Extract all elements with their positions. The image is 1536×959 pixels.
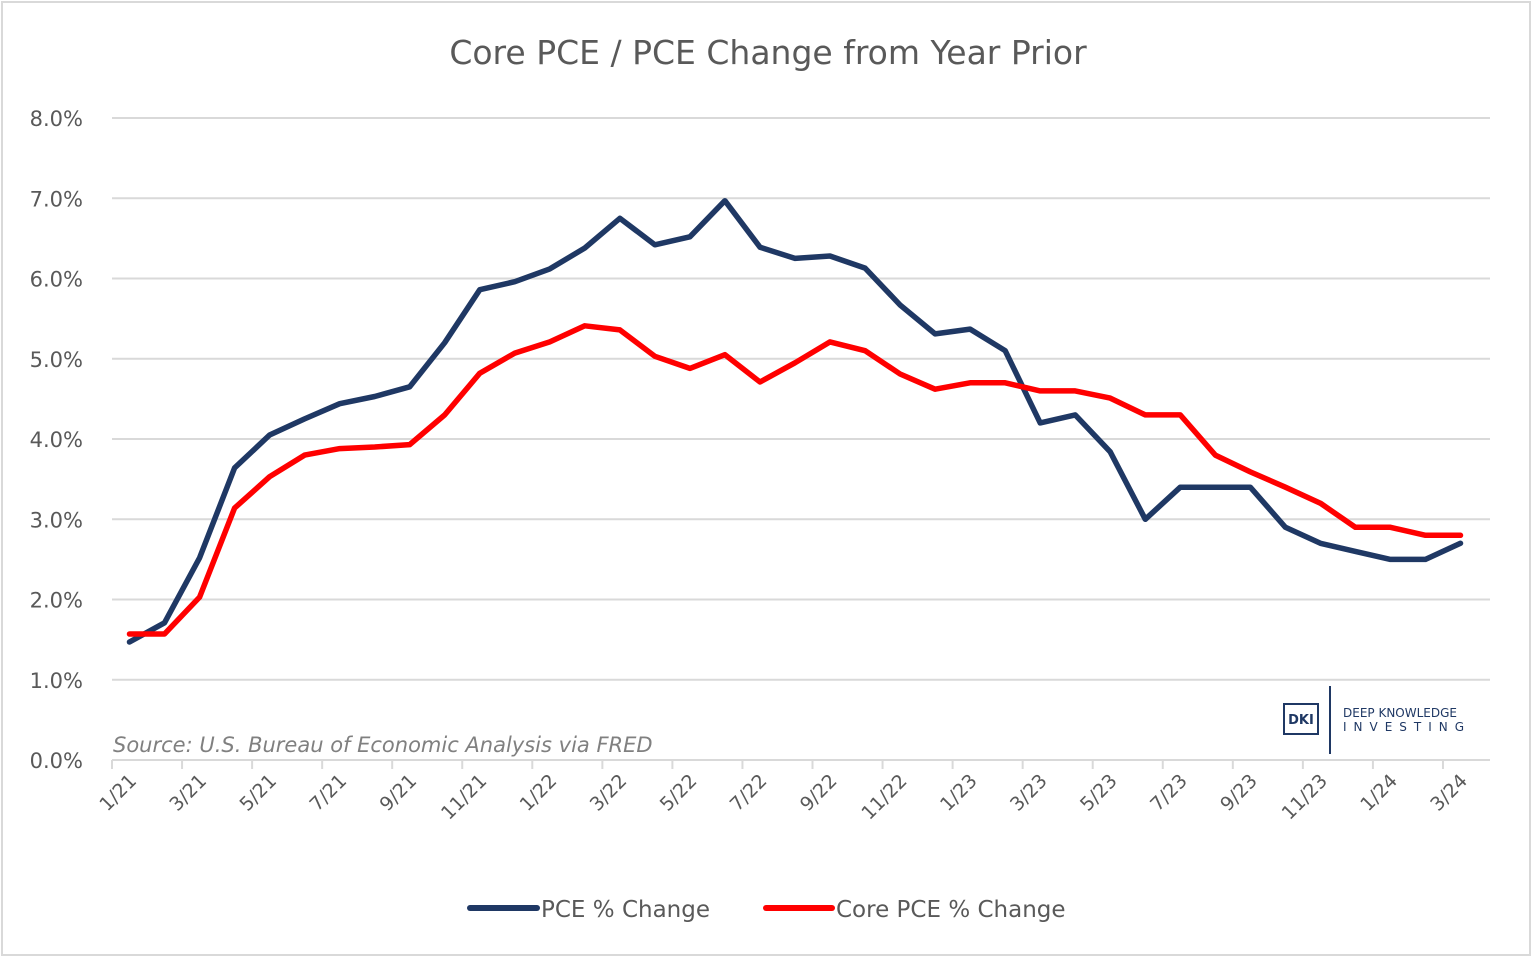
dki-logo-mark: DKI [1288, 713, 1314, 728]
y-tick-label: 0.0% [30, 749, 83, 773]
dki-logo-line1: DEEP KNOWLEDGE [1343, 706, 1457, 720]
x-tick-label: 9/22 [796, 770, 842, 816]
series-line-pce [126, 197, 1464, 645]
legend: PCE % Change Core PCE % Change [467, 897, 1066, 923]
x-tick-label: 1/24 [1356, 770, 1402, 816]
x-tick-label: 5/21 [235, 770, 281, 816]
legend-item-pce[interactable]: PCE % Change [467, 897, 710, 923]
series-lines [126, 197, 1464, 645]
x-tick-label: 7/22 [726, 770, 772, 816]
x-tick-label: 11/23 [1278, 770, 1332, 824]
x-tick-label: 9/23 [1216, 770, 1262, 816]
x-tick-label: 9/21 [376, 770, 422, 816]
x-tick-label: 3/24 [1426, 770, 1472, 816]
x-tick-label: 1/22 [516, 770, 562, 816]
y-tick-label: 8.0% [30, 107, 83, 131]
dki-logo-box [1283, 703, 1319, 735]
x-tick-label: 3/23 [1006, 770, 1052, 816]
chart-title: Core PCE / PCE Change from Year Prior [449, 33, 1087, 72]
x-axis: 1/21 3/21 5/21 7/21 9/21 11/21 1/22 3/22 5/22 7/2… [95, 759, 1478, 824]
legend-label-core-pce: Core PCE % Change [836, 897, 1066, 923]
x-tick-label: 11/21 [437, 770, 491, 824]
y-tick-label: 5.0% [30, 348, 83, 372]
legend-item-core-pce[interactable]: Core PCE % Change [763, 897, 1066, 923]
x-tick-label: 1/23 [936, 770, 982, 816]
y-tick-label: 2.0% [30, 589, 83, 613]
x-tick-label: 11/22 [857, 770, 911, 824]
y-tick-label: 1.0% [30, 669, 83, 693]
y-tick-label: 6.0% [30, 268, 83, 292]
source-annotation: Source: U.S. Bureau of Economic Analysis… [113, 733, 653, 757]
series-line-core-pce [126, 323, 1464, 637]
legend-label-pce: PCE % Change [541, 897, 710, 923]
x-tick-label: 3/21 [165, 770, 211, 816]
dki-logo: DKI DEEP KNOWLEDGE INVESTING [1283, 686, 1471, 754]
gridlines [112, 117, 1490, 761]
x-tick-label: 5/23 [1076, 770, 1122, 816]
y-tick-label: 3.0% [30, 508, 83, 532]
x-tick-label: 7/21 [305, 770, 351, 816]
x-tick-label: 3/22 [586, 770, 632, 816]
x-tick-label: 1/21 [95, 770, 141, 816]
y-tick-label: 7.0% [30, 187, 83, 211]
dki-logo-line2: INVESTING [1343, 720, 1471, 734]
x-tick-label: 7/23 [1146, 770, 1192, 816]
x-tick-label: 5/22 [656, 770, 702, 816]
y-axis-ticks: 0.0% 1.0% 2.0% 3.0% 4.0% 5.0% 6.0% 7.0% 8.0% [30, 107, 83, 773]
y-tick-label: 4.0% [30, 428, 83, 452]
